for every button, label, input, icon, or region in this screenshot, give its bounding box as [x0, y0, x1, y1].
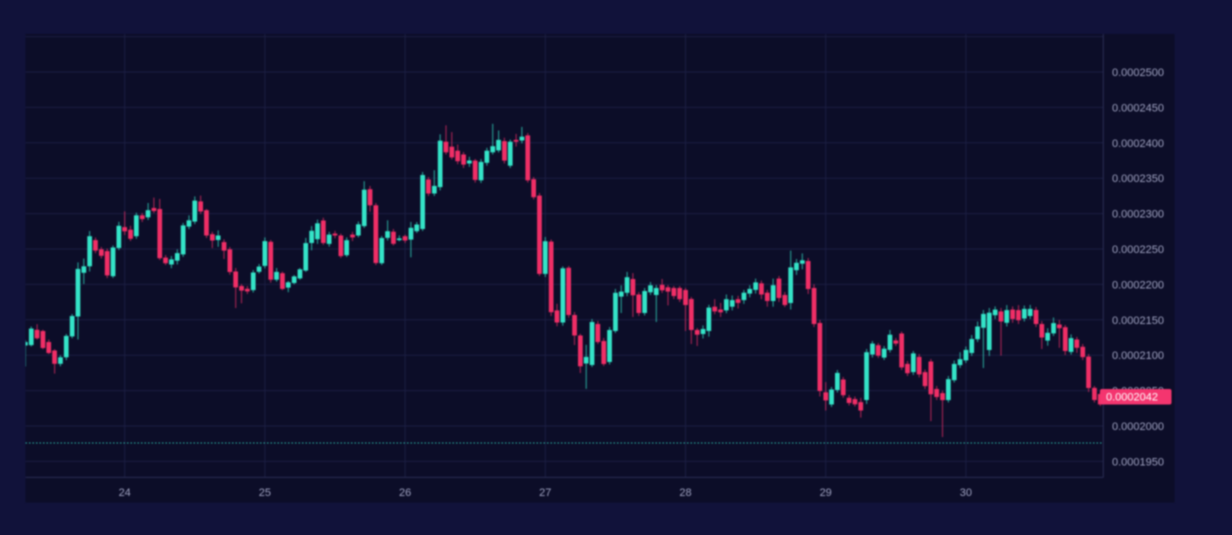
svg-text:0.0002450: 0.0002450 — [1112, 102, 1164, 114]
svg-text:0.0002400: 0.0002400 — [1112, 138, 1164, 150]
svg-text:0.0002350: 0.0002350 — [1112, 173, 1164, 185]
svg-text:0.0002200: 0.0002200 — [1112, 279, 1164, 291]
svg-text:25: 25 — [259, 487, 271, 499]
svg-text:26: 26 — [399, 487, 411, 499]
svg-text:0.0002500: 0.0002500 — [1112, 67, 1164, 79]
svg-text:27: 27 — [539, 487, 551, 499]
svg-text:0.0002100: 0.0002100 — [1112, 350, 1164, 362]
svg-text:28: 28 — [679, 487, 691, 499]
svg-text:0.0002250: 0.0002250 — [1112, 244, 1164, 256]
svg-text:0.0002150: 0.0002150 — [1112, 315, 1164, 327]
svg-text:0.0002300: 0.0002300 — [1112, 209, 1164, 221]
svg-text:24: 24 — [119, 487, 131, 499]
svg-text:29: 29 — [820, 487, 832, 499]
svg-text:0.0002042: 0.0002042 — [1106, 392, 1158, 404]
svg-text:0.0001950: 0.0001950 — [1112, 456, 1164, 468]
svg-text:30: 30 — [960, 487, 972, 499]
svg-text:0.0002000: 0.0002000 — [1112, 421, 1164, 433]
